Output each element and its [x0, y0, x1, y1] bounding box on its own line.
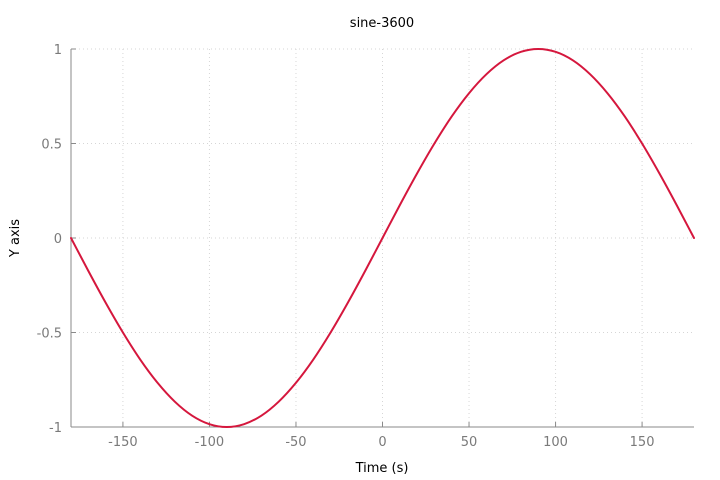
y-tick-label: 0.5	[41, 138, 62, 153]
x-tick-label: 50	[461, 435, 478, 450]
y-tick-label: -0.5	[37, 327, 62, 342]
ticks-layer: -150 -100 -50 0 50 100 150 -1 -0.5 0 0.5 1	[37, 43, 655, 450]
chart-title: sine-3600	[350, 16, 414, 31]
series-layer	[70, 48, 695, 428]
y-axis-title: Y axis	[8, 219, 23, 258]
x-axis-title: Time (s)	[355, 461, 409, 476]
x-tick-label: -150	[108, 435, 138, 450]
x-tick-label: 100	[543, 435, 568, 450]
x-tick-label: -50	[285, 435, 306, 450]
y-tick-label: 0	[54, 232, 62, 247]
y-tick-label: 1	[54, 43, 62, 58]
y-tick-label: -1	[49, 421, 62, 436]
x-tick-label: -100	[195, 435, 225, 450]
x-tick-label: 150	[630, 435, 655, 450]
x-tick-label: 0	[378, 435, 386, 450]
series-line	[70, 48, 695, 428]
